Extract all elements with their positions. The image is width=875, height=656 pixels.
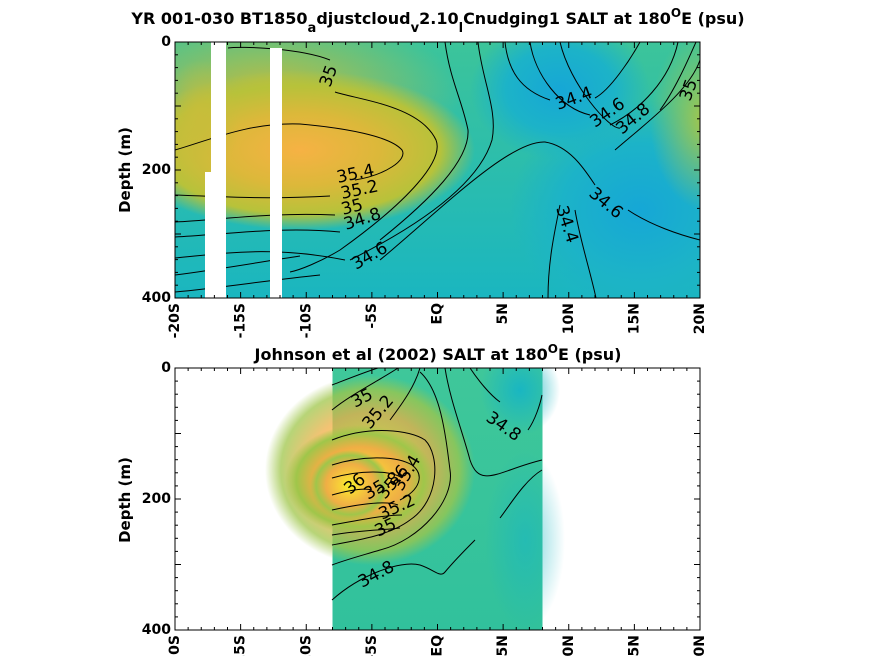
contour-line	[331, 368, 399, 411]
contour-line	[389, 368, 421, 421]
contour-line	[331, 502, 399, 511]
x-tick-label: -10S	[298, 635, 314, 656]
panel-1-missing-columns	[205, 42, 282, 298]
x-tick-label: 10N	[561, 635, 577, 656]
contour-line	[289, 91, 438, 273]
panel-1-title-part: O	[671, 6, 681, 20]
contour-line	[175, 213, 336, 223]
contour-line	[331, 430, 436, 546]
contour-line	[331, 368, 379, 386]
contour-line	[331, 527, 401, 536]
panel-1: YR 001-030 BT1850adjustcloudv2.10lCnudgi…	[116, 6, 745, 338]
panel-2-ticks: -20S -15S -10S -5S EQ 5N 10N 15N 20N 0 200 400	[142, 360, 708, 656]
panel-1-ticks: -20S -15S -10S -5S EQ 5N 10N 15N 20N 0 200 400	[142, 34, 708, 338]
panel-1-title-part: djustcloud	[316, 9, 410, 28]
contour-line	[574, 209, 597, 298]
y-tick-label: 400	[142, 622, 171, 638]
contour-line	[659, 42, 697, 111]
contour-line	[331, 539, 476, 601]
contour-line	[609, 42, 679, 126]
x-tick-label: -20S	[167, 303, 183, 338]
contour-line	[529, 42, 591, 116]
x-tick-label: EQ	[430, 303, 446, 325]
contour-line	[175, 274, 321, 293]
contour-line	[504, 42, 551, 101]
panel-1-title-part: YR 001-030 BT1850	[130, 9, 307, 28]
x-tick-label: -10S	[298, 303, 314, 338]
contour-line	[175, 194, 331, 199]
contour-line	[331, 371, 451, 566]
x-tick-label: -15S	[233, 635, 249, 656]
contour-line	[331, 488, 373, 496]
contour-line	[614, 59, 700, 151]
x-tick-label: -15S	[233, 303, 249, 338]
contour-line	[547, 204, 561, 298]
panel-2-contours	[331, 368, 543, 601]
x-tick-label: 10N	[561, 303, 577, 334]
contour-line	[444, 368, 543, 477]
contour-line	[499, 469, 543, 519]
contour-line	[175, 251, 346, 261]
panel-2-field	[265, 368, 565, 630]
x-tick-label: -20S	[167, 635, 183, 656]
panel-2-title: Johnson et al (2002) SALT at 180OE (psu)	[254, 342, 622, 364]
x-tick-label: 5N	[495, 635, 511, 656]
panel-1-title: YR 001-030 BT1850adjustcloudv2.10lCnudgi…	[130, 6, 744, 36]
contour-line	[331, 471, 403, 479]
y-tick-label: 0	[161, 34, 171, 50]
y-tick-label: 0	[161, 360, 171, 376]
panel-2: Johnson et al (2002) SALT at 180OE (psu)	[116, 342, 708, 656]
x-tick-label: EQ	[430, 635, 446, 656]
contour-line	[594, 42, 641, 99]
panel-1-title-part: l	[459, 21, 463, 36]
y-tick-label: 200	[142, 491, 171, 507]
panel-2-title-part: E (psu)	[558, 345, 622, 364]
contour-line	[469, 368, 501, 403]
contour-line	[175, 255, 301, 276]
panel-1-title-part: Cnudging1 SALT at 180	[463, 9, 671, 28]
panel-1-ylabel: Depth (m)	[116, 127, 134, 213]
panel-1-title-part: v	[411, 21, 420, 36]
panel-1-title-part: E (psu)	[681, 9, 745, 28]
panel-2-title-part: Johnson et al (2002) SALT at 180	[254, 345, 548, 364]
panel-1-title-part: 2.10	[419, 9, 458, 28]
x-tick-label: 15N	[626, 635, 642, 656]
contour-line	[559, 42, 621, 129]
contour-line	[527, 394, 543, 431]
x-tick-label: 15N	[626, 303, 642, 334]
contour-line	[175, 229, 341, 238]
contour-line	[627, 209, 700, 241]
y-tick-label: 200	[142, 162, 171, 178]
contour-line	[331, 514, 403, 526]
panel-1-title-part: a	[308, 21, 317, 36]
x-tick-label: 20N	[692, 303, 708, 334]
y-tick-label: 400	[142, 290, 171, 306]
contour-line	[379, 42, 469, 241]
contour-line	[349, 42, 494, 261]
contour-line	[331, 457, 420, 501]
panel-2-title-part: O	[548, 342, 558, 356]
panel-2-ylabel: Depth (m)	[116, 457, 134, 543]
x-tick-label: 20N	[692, 635, 708, 656]
x-tick-label: -5S	[364, 635, 380, 656]
x-tick-label: 5N	[495, 303, 511, 324]
panel-1-contours	[175, 42, 700, 298]
contour-line	[379, 141, 596, 261]
x-tick-label: -5S	[364, 303, 380, 329]
